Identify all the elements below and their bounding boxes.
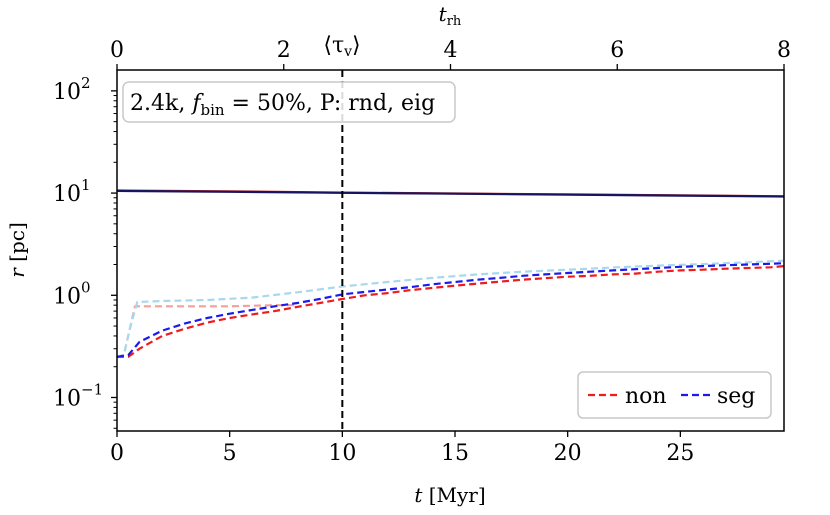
- series-non-low: [116, 304, 298, 358]
- series-seg: [116, 262, 785, 358]
- annotation-box: 2.4k, fbin = 50%, P: rnd, eig: [122, 81, 456, 123]
- x-tick-label-10: 10: [328, 441, 356, 466]
- top-tick-label-2: 2: [277, 38, 291, 63]
- x-tick-label-25: 25: [666, 441, 694, 466]
- x-tick-label-5: 5: [223, 441, 237, 466]
- annotation-frame: [122, 81, 456, 123]
- y-tick-label-0: 10−1: [53, 380, 103, 411]
- legend-label-seg: seg: [717, 384, 755, 409]
- x-axis-label: t [Myr]: [414, 483, 485, 507]
- y-tick-label-1: 100: [53, 278, 91, 309]
- top-axis-label: trh: [439, 2, 462, 29]
- x-tick-label-20: 20: [554, 441, 582, 466]
- series-non: [117, 265, 785, 358]
- series-seg-low: [116, 259, 785, 358]
- y-tick-label-3: 102: [53, 74, 91, 105]
- series-seg-outer: [116, 189, 785, 198]
- legend: non seg: [577, 371, 772, 419]
- annotation-text: 2.4k, fbin = 50%, P: rnd, eig: [130, 91, 435, 119]
- ticks-layer: 0 5 10 15 20 25 0 2 4 6 8 10−1 100 101 102: [53, 38, 791, 466]
- top-tick-label-8: 8: [777, 38, 791, 63]
- y-axis-label: r [pc]: [5, 222, 29, 278]
- legend-frame: [577, 371, 772, 419]
- x-tick-label-0: 0: [110, 441, 124, 466]
- series-layer: [116, 189, 785, 358]
- legend-label-non: non: [625, 384, 667, 409]
- tau-v-label: ⟨τv⟩: [323, 33, 360, 60]
- top-tick-label-0: 0: [110, 38, 124, 63]
- x-tick-label-15: 15: [441, 441, 469, 466]
- top-tick-label-6: 6: [610, 38, 624, 63]
- y-tick-label-2: 101: [53, 176, 91, 207]
- top-tick-label-4: 4: [444, 38, 458, 63]
